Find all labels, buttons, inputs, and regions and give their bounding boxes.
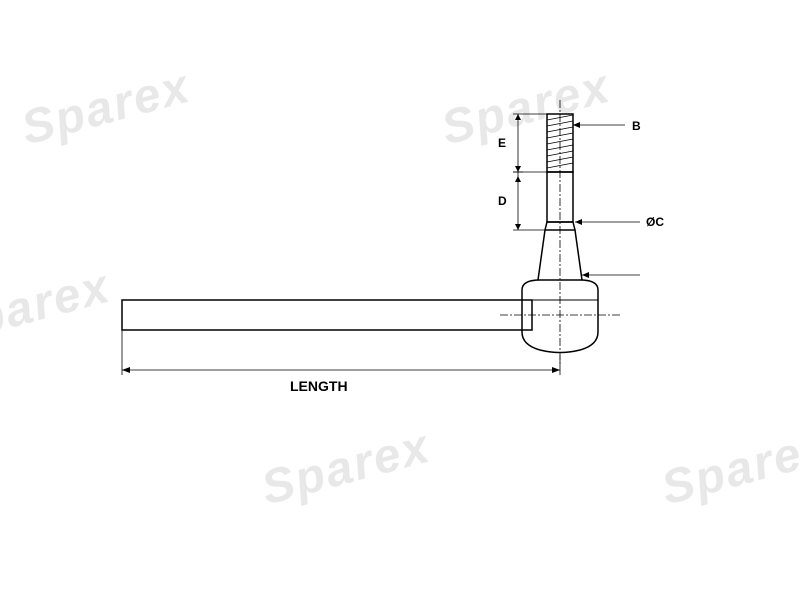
dimension-label-d: D <box>498 194 507 208</box>
dimension-label-b: B <box>632 119 641 133</box>
dimension-label-c: ØC <box>646 215 664 229</box>
dimension-label-e: E <box>498 136 506 150</box>
dimension-label-length: LENGTH <box>290 378 348 394</box>
technical-diagram: B E D ØC LENGTH <box>0 0 800 600</box>
